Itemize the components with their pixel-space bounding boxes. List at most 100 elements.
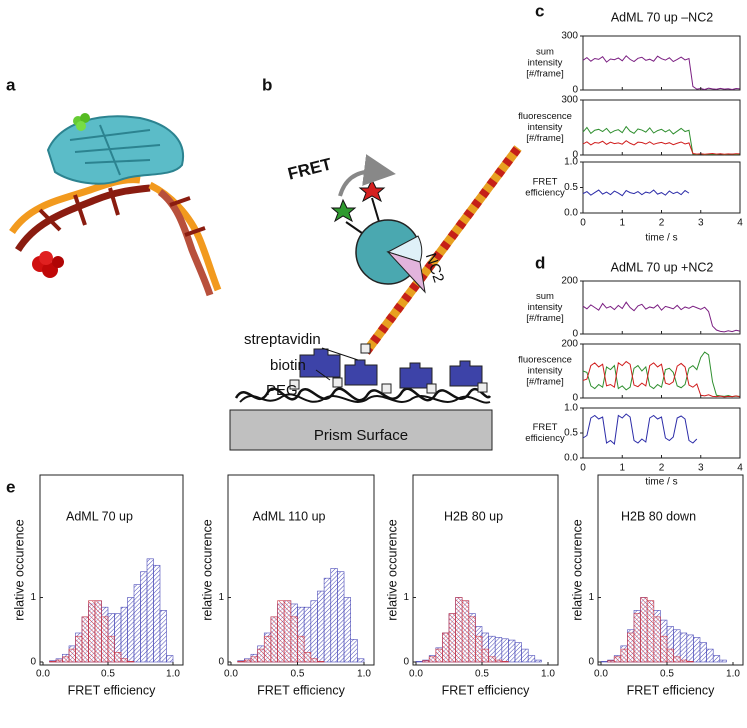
- y-axis-label: sum: [536, 291, 554, 302]
- histogram-bar: [422, 660, 430, 663]
- histogram-bar: [534, 659, 542, 663]
- histogram-bar: [494, 637, 503, 663]
- histogram-bar: [686, 661, 694, 663]
- y-tick-label: 0.5: [564, 428, 578, 439]
- sphere: [39, 251, 53, 265]
- trace: [582, 189, 690, 197]
- x-axis-label: time / s: [645, 477, 677, 488]
- y-tick-label: 1.0: [564, 403, 578, 414]
- fret-label: FRET: [286, 154, 334, 183]
- histogram-bar: [68, 648, 76, 663]
- streptavidin-label: streptavidin: [244, 331, 321, 348]
- y-axis-label: relative occurence: [200, 519, 214, 620]
- histogram-bar: [270, 616, 278, 663]
- y-axis-label: FRET: [533, 177, 558, 188]
- peg-label: PEG: [266, 382, 298, 399]
- x-tick-label: 4: [737, 218, 743, 229]
- y-tick-label: 200: [561, 276, 578, 287]
- y-axis-label: intensity: [528, 302, 563, 313]
- y-tick-label: 200: [561, 339, 578, 350]
- schematic: Prism Surface FRET NC2 streptavidin biot…: [229, 145, 522, 451]
- histogram-bar: [62, 656, 70, 663]
- x-axis-label: FRET efficiency: [627, 683, 716, 697]
- panel-label: c: [535, 1, 544, 20]
- histogram-bar: [153, 564, 161, 663]
- histogram-bar: [508, 639, 516, 663]
- x-tick-label: 1.0: [726, 669, 740, 680]
- histogram-bar: [237, 661, 245, 663]
- trace: [582, 140, 741, 155]
- plot-frame: [582, 35, 741, 91]
- sphere: [80, 113, 90, 123]
- x-tick-label: 1: [619, 463, 625, 474]
- x-tick-label: 0: [580, 218, 586, 229]
- histogram-bar: [127, 597, 135, 663]
- y-axis-label: [#/frame]: [526, 133, 564, 144]
- dna-base: [38, 187, 206, 237]
- histogram-bar: [679, 632, 688, 663]
- histogram-bar: [686, 634, 694, 663]
- leader-line: [321, 347, 359, 361]
- histogram-bar: [166, 655, 174, 663]
- y-tick-label: 1.0: [564, 157, 578, 168]
- histogram-bar: [81, 616, 89, 663]
- histogram-bar: [277, 600, 285, 663]
- x-tick-label: 1.0: [166, 669, 180, 680]
- histogram-bar: [501, 638, 509, 663]
- biotin: [289, 379, 300, 390]
- biotin: [332, 377, 343, 388]
- peg: [239, 393, 491, 404]
- x-tick-label: 0: [580, 463, 586, 474]
- y-tick-label: 0: [572, 329, 578, 340]
- y-axis-label: intensity: [528, 122, 563, 133]
- histogram-bar: [94, 600, 102, 663]
- histogram-bar: [357, 658, 365, 663]
- histogram-bar: [607, 660, 615, 663]
- x-axis-label: FRET efficiency: [257, 683, 346, 697]
- x-tick-label: 0.0: [36, 669, 50, 680]
- y-axis-label: [#/frame]: [526, 69, 564, 80]
- histogram-bar: [600, 661, 608, 663]
- histogram-bar: [133, 584, 141, 663]
- histogram-panel: H2B 80 down 0 1 0.0 0.5 1.0 FRET efficiency rel…: [570, 474, 744, 697]
- x-tick-label: 2: [659, 463, 665, 474]
- histogram-bar: [310, 600, 318, 663]
- biotin: [426, 383, 437, 394]
- histogram-bar: [442, 632, 450, 663]
- panel-label: e: [6, 477, 15, 496]
- chart-title: AdML 70 up +NC2: [611, 260, 714, 274]
- histogram-bar: [501, 661, 509, 663]
- streptavidin: [299, 348, 341, 378]
- dna: [362, 145, 522, 355]
- histogram-bar: [290, 616, 298, 663]
- x-axis-label: FRET efficiency: [442, 683, 531, 697]
- y-tick-label: 0: [572, 150, 578, 161]
- panel-label: b: [262, 75, 272, 94]
- y-tick-label: 0: [572, 393, 578, 404]
- x-axis-label: time / s: [645, 233, 677, 244]
- histogram-bar: [468, 616, 476, 663]
- x-tick-label: 1: [619, 218, 625, 229]
- chart-title: H2B 80 up: [444, 509, 503, 523]
- panel-label: d: [535, 253, 545, 272]
- y-axis-label: fluorescence: [518, 355, 572, 366]
- histogram-bar: [455, 597, 463, 663]
- x-tick-label: 2: [659, 218, 665, 229]
- histogram-bar: [620, 648, 628, 663]
- x-tick-label: 0.5: [291, 669, 305, 680]
- nc2-label: NC2: [422, 251, 447, 285]
- histogram-bar: [323, 577, 332, 663]
- histogram-bar: [679, 659, 688, 663]
- y-axis-label: sum: [536, 47, 554, 58]
- histogram-bar: [75, 635, 83, 663]
- donor-dye: [330, 198, 357, 223]
- peg: [234, 387, 492, 402]
- plot-frame: [39, 474, 184, 666]
- y-axis-label: [#/frame]: [526, 377, 564, 388]
- x-axis-label: FRET efficiency: [68, 683, 157, 697]
- histogram-bar: [101, 616, 109, 663]
- y-tick-label: 0: [588, 657, 594, 668]
- histogram-bar: [250, 656, 258, 663]
